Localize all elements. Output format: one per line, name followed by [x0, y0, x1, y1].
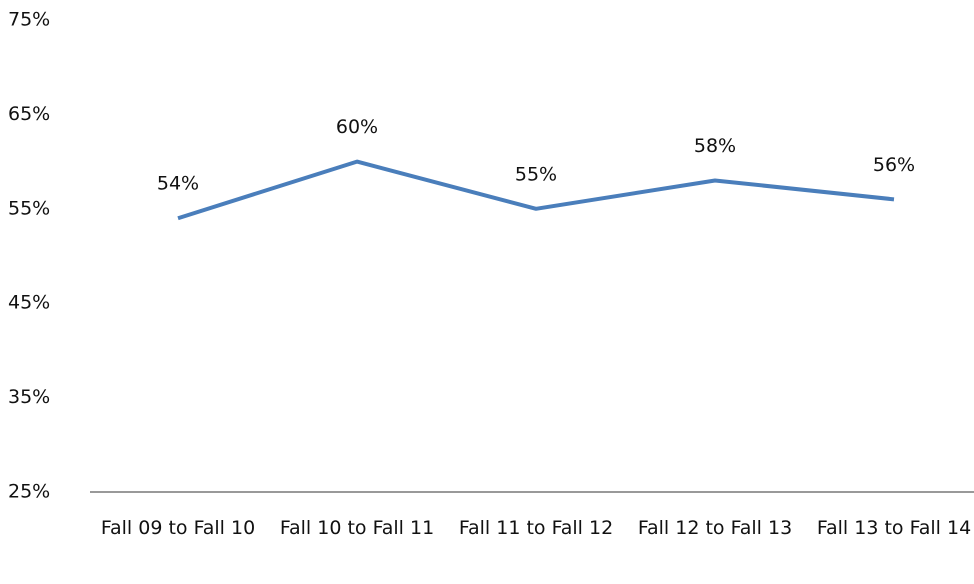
x-tick-label: Fall 13 to Fall 14	[816, 517, 972, 539]
y-tick-label: 65%	[8, 103, 50, 125]
x-tick-label: Fall 12 to Fall 13	[637, 517, 793, 539]
y-tick-label: 45%	[8, 292, 50, 314]
y-tick-label: 75%	[8, 9, 50, 31]
x-tick-label: Fall 10 to Fall 11	[279, 517, 435, 539]
y-tick-label: 25%	[8, 481, 50, 503]
data-label: 55%	[515, 163, 557, 185]
x-tick-label: Fall 09 to Fall 10	[100, 517, 256, 539]
line	[177, 159, 895, 221]
data-label: 54%	[157, 173, 199, 195]
x-tick-label: Fall 11 to Fall 12	[458, 517, 614, 539]
data-label: 56%	[873, 154, 915, 176]
data-label: 60%	[336, 116, 378, 138]
data-label: 58%	[694, 135, 736, 157]
y-tick-label: 35%	[8, 386, 50, 408]
y-tick-label: 55%	[8, 197, 50, 219]
